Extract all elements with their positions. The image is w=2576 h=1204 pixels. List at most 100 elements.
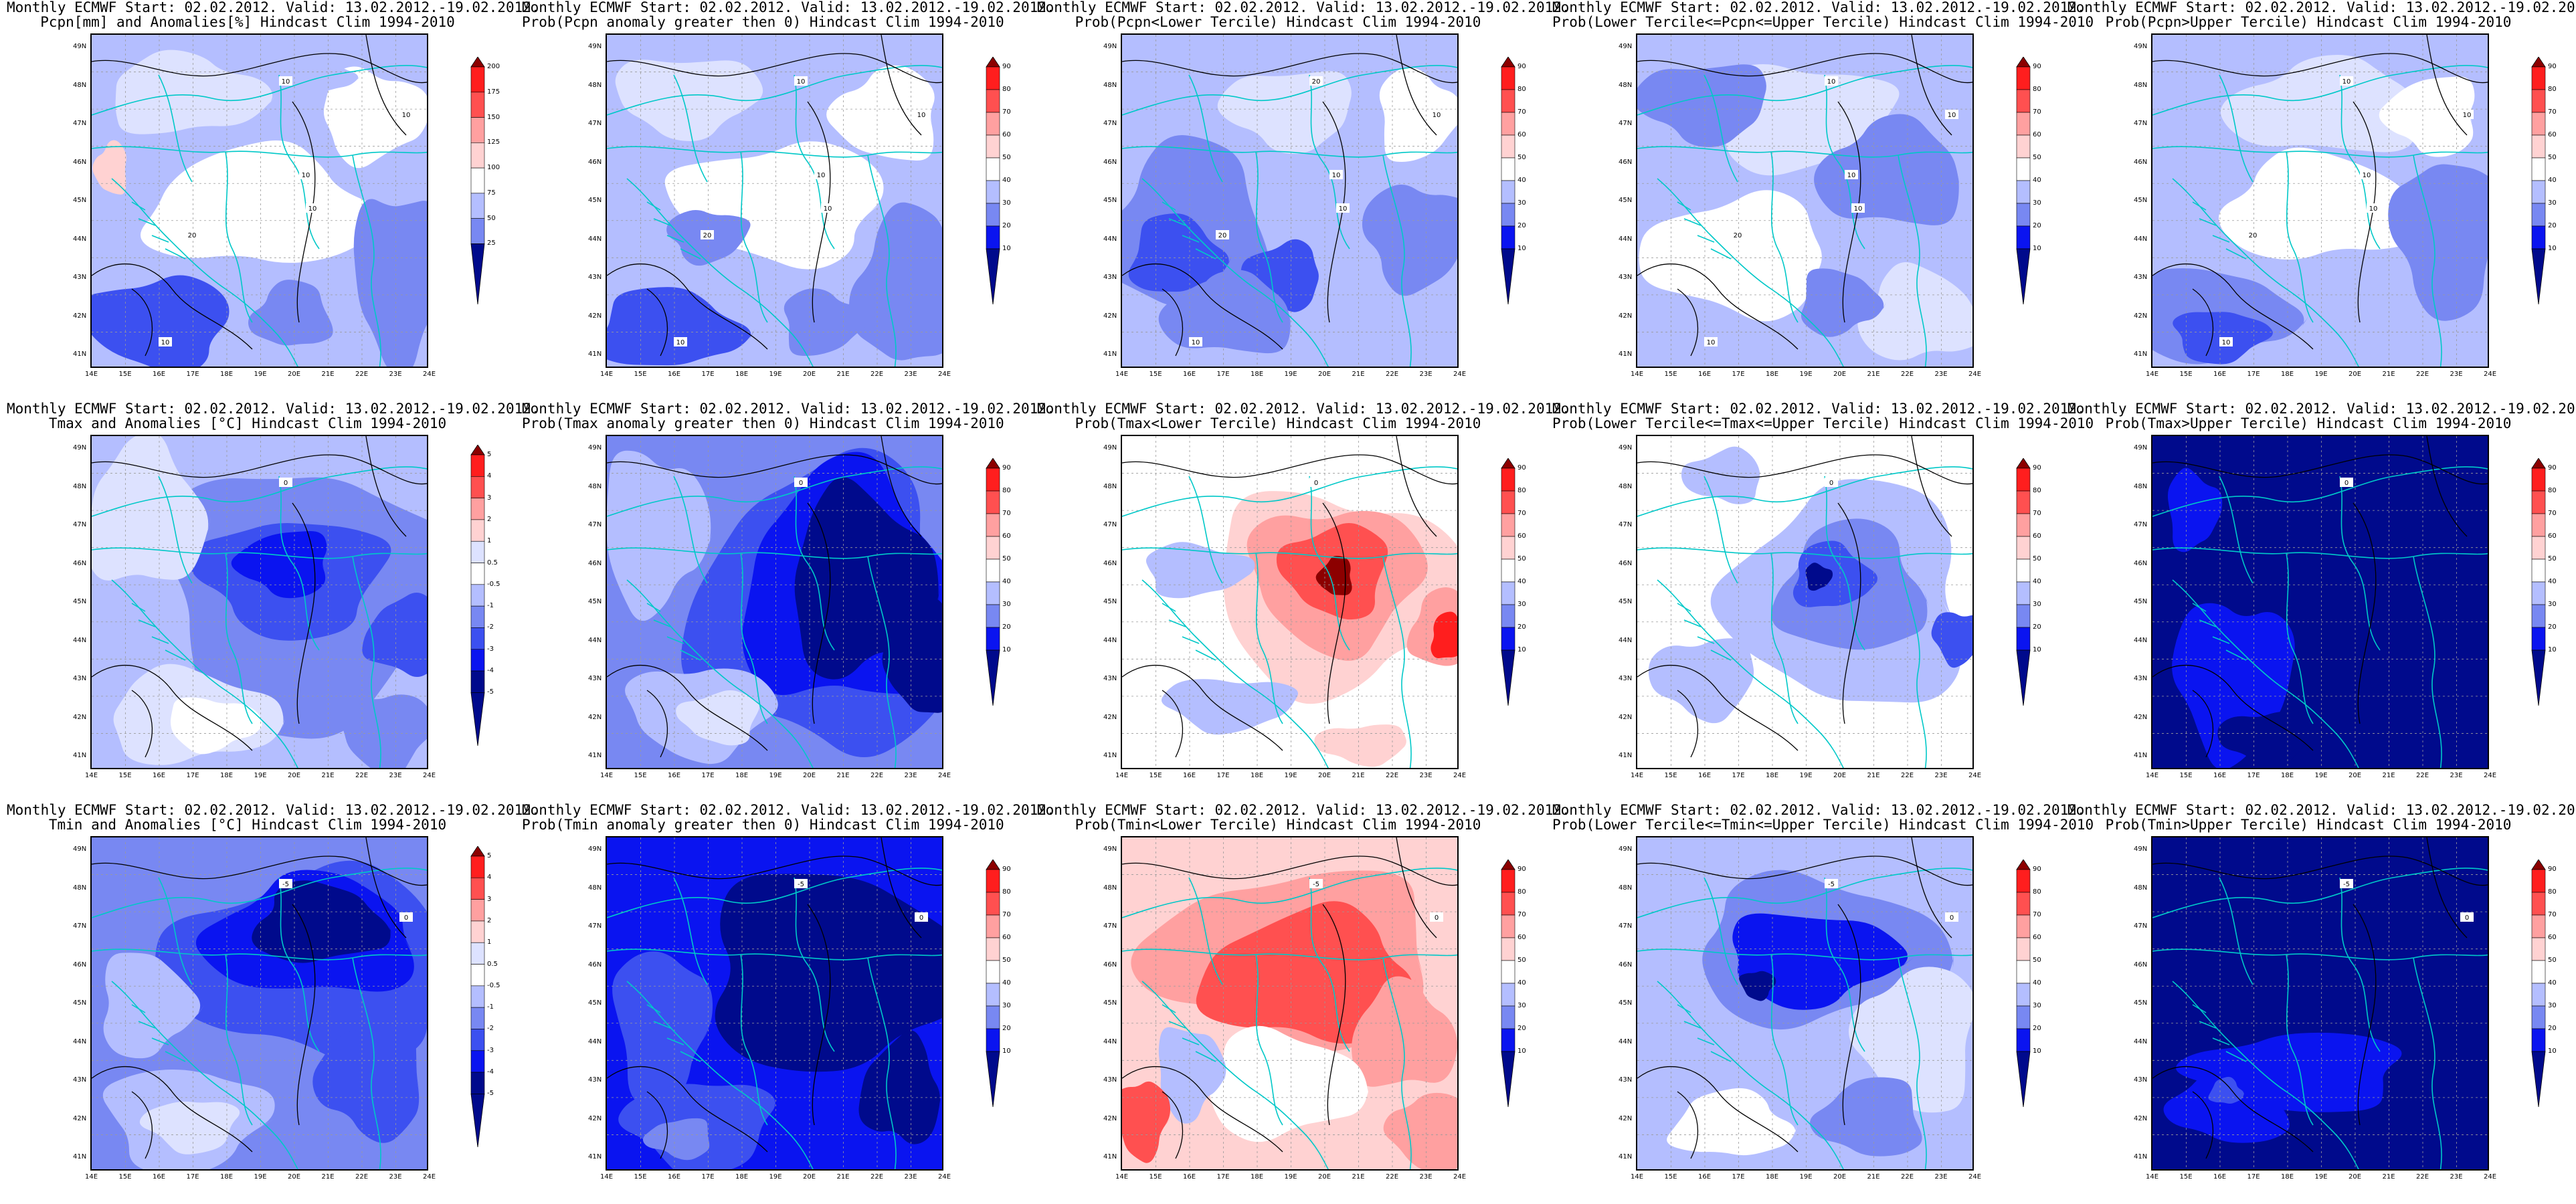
colorbar-label: 90 [1002, 63, 1011, 70]
shaded-region [826, 65, 935, 161]
lon-tick-label: 22E [870, 371, 884, 378]
lon-tick-label: 18E [2281, 1173, 2294, 1181]
lat-tick-label: 47N [2134, 120, 2148, 127]
climatology-contour [2192, 288, 2214, 357]
coast-border-line [1824, 877, 1865, 1052]
lon-tick-label: 19E [254, 1173, 267, 1181]
colorbar-band [470, 1029, 485, 1051]
colorbar-label: 30 [1517, 199, 1526, 207]
colorbar-band [470, 92, 485, 118]
colorbar-band [1501, 914, 1515, 938]
colorbar-band [2016, 559, 2031, 583]
lat-tick-label: 48N [1103, 482, 1117, 490]
lat-tick-label: 45N [588, 197, 602, 204]
lat-tick-label: 46N [588, 961, 602, 969]
coast-border-line [2152, 868, 2488, 918]
lon-tick-label: 18E [735, 371, 749, 378]
svg-text:10: 10 [1339, 205, 1348, 213]
svg-text:10: 10 [1707, 339, 1716, 346]
colorbar-band [2016, 1005, 2031, 1029]
lat-tick-label: 44N [73, 235, 87, 243]
lon-tick-label: 24E [423, 371, 436, 378]
contour-label: 10 [2460, 110, 2474, 119]
contour-label: 20 [1216, 230, 1229, 239]
lat-tick-label: 43N [2134, 675, 2148, 682]
colorbar-label: 20 [1517, 222, 1526, 229]
lat-tick-label: 42N [1619, 312, 1633, 320]
lat-tick-label: 45N [2134, 999, 2148, 1007]
colorbar-band [1501, 225, 1515, 249]
coast-border-line [2172, 579, 2359, 768]
lon-tick-label: 15E [118, 772, 132, 779]
colorbar-label: 50 [1517, 555, 1526, 563]
colorbar-band [470, 540, 485, 563]
lat-tick-label: 46N [1103, 158, 1117, 166]
colorbar-label: 90 [2033, 866, 2041, 873]
forecast-panel: Monthly ECMWF Start: 02.02.2012. Valid: … [7, 401, 540, 803]
colorbar-band [470, 605, 485, 628]
colorbar-top-arrow [986, 57, 1000, 68]
climatology-contour [292, 502, 316, 724]
shaded-region [1431, 611, 1457, 659]
coast-border-line [2152, 948, 2488, 961]
colorbar-band [2531, 89, 2546, 113]
coast-border-line [1898, 155, 1927, 367]
colorbar-band [470, 964, 485, 987]
coast-border-line [2219, 74, 2253, 183]
lat-tick-label: 44N [1619, 235, 1633, 243]
colorbar-band [1501, 1005, 1515, 1029]
colorbar-label: 50 [1002, 555, 1011, 563]
colorbar-band [470, 584, 485, 607]
climatology-contour [881, 35, 922, 136]
colorbar-band [986, 490, 1000, 514]
lon-tick-label: 16E [2213, 772, 2227, 779]
colorbar-label: 60 [2033, 532, 2041, 540]
lat-tick-label: 44N [1103, 1037, 1117, 1045]
coast-border-line [626, 981, 814, 1169]
colorbar-band [2531, 225, 2546, 249]
colorbar-label: 90 [2033, 63, 2041, 70]
forecast-map: -5 0 [1121, 836, 1459, 1171]
shaded-region [170, 697, 264, 755]
climatology-contour [1911, 436, 1952, 537]
svg-text:-5: -5 [2343, 881, 2350, 888]
climatology-contour [1637, 1066, 1799, 1152]
colorbar-label: 30 [1002, 601, 1011, 608]
climatology-contour [1837, 904, 1861, 1126]
lat-tick-label: 45N [1103, 598, 1117, 605]
climatology-contour [807, 904, 831, 1126]
colorbar-label: 80 [2548, 86, 2557, 93]
colorbar [2016, 57, 2031, 304]
lon-tick-label: 23E [1934, 1173, 1948, 1181]
shaded-region [92, 275, 229, 367]
colorbar-band [2016, 89, 2031, 113]
lat-tick-label: 43N [73, 675, 87, 682]
colorbar-band [986, 559, 1000, 583]
lat-tick-label: 45N [1619, 598, 1633, 605]
panel-header: Monthly ECMWF Start: 02.02.2012. Valid: … [7, 401, 540, 417]
lon-tick-label: 16E [1698, 772, 1712, 779]
lon-tick-label: 14E [1115, 371, 1129, 378]
svg-text:10: 10 [1948, 112, 1956, 119]
climatology-contour [2152, 454, 2488, 485]
forecast-panel: Monthly ECMWF Start: 02.02.2012. Valid: … [522, 803, 1055, 1204]
colorbar-band [1501, 869, 1515, 893]
colorbar-band [2016, 513, 2031, 537]
colorbar-band [1501, 1028, 1515, 1052]
coast-border-line [1188, 74, 1223, 183]
forecast-panel: Monthly ECMWF Start: 02.02.2012. Valid: … [1552, 401, 2094, 803]
lon-tick-label: 16E [1183, 772, 1196, 779]
climatology-contour [607, 53, 942, 84]
colorbar-top-arrow [2531, 57, 2546, 68]
colorbar-label: 10 [2548, 245, 2557, 252]
lat-tick-label: 45N [588, 598, 602, 605]
svg-text:20: 20 [188, 232, 197, 239]
lat-tick-label: 41N [2134, 350, 2148, 358]
coast-border-line [1770, 954, 1799, 1126]
colorbar-band [1501, 89, 1515, 113]
coast-border-line [740, 151, 768, 323]
svg-text:10: 10 [1827, 78, 1836, 86]
colorbar-band [2016, 112, 2031, 136]
shaded-region [323, 66, 427, 169]
lon-tick-label: 24E [1968, 371, 1982, 378]
